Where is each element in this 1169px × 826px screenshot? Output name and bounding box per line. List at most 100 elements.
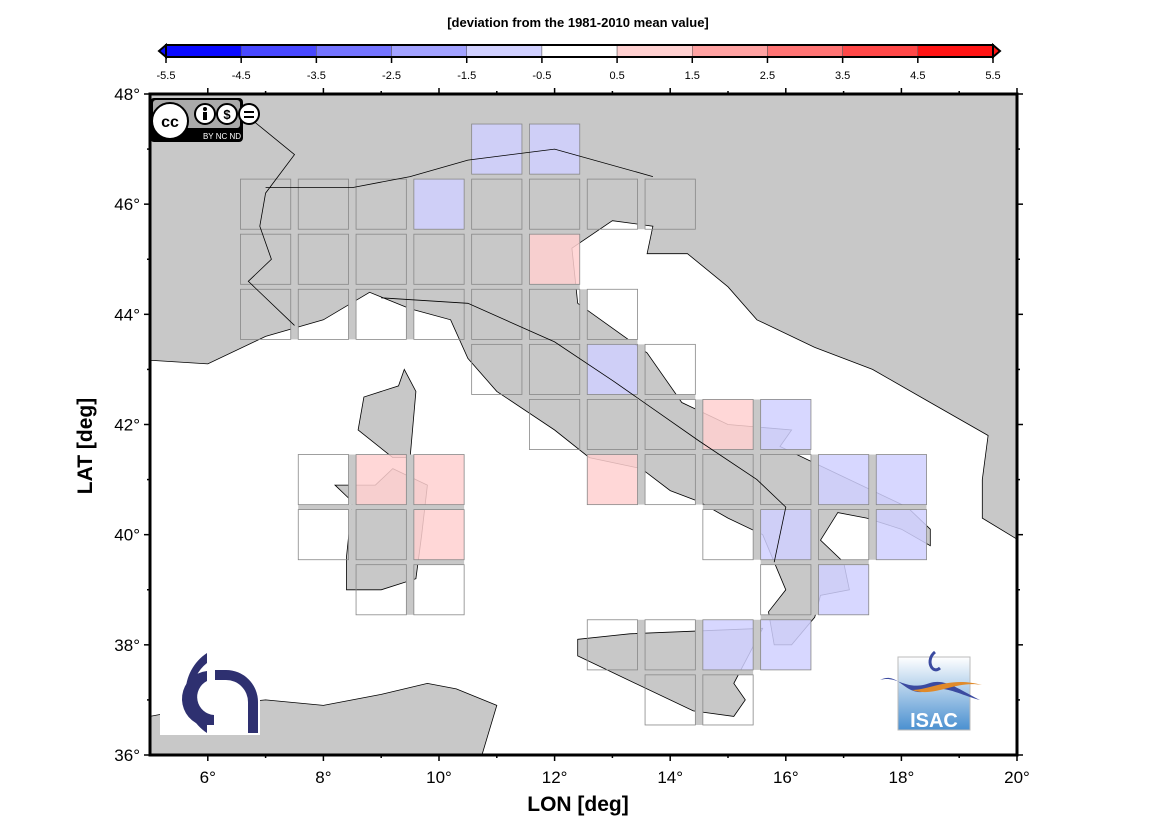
grid-cell — [586, 399, 638, 450]
cell-gap — [413, 559, 465, 565]
cell-gap — [587, 449, 638, 455]
cell-gap — [579, 289, 588, 340]
grid-cell — [240, 233, 292, 285]
cell-gap — [529, 174, 580, 180]
grid-cell — [297, 454, 349, 506]
grid-cell — [586, 619, 638, 671]
cc-license-logo: cc $ BY NC ND — [150, 98, 260, 142]
grid-cell — [413, 288, 465, 340]
cell-gap — [753, 619, 761, 670]
cell-gap — [348, 229, 357, 235]
cell-gap — [529, 229, 580, 235]
grid-cell — [355, 233, 407, 285]
cell-gap — [579, 344, 588, 395]
cell-gap — [348, 509, 357, 560]
grid-cell — [760, 454, 812, 506]
grid-cell — [413, 233, 465, 285]
grid-cell — [586, 343, 638, 395]
grid-cell — [702, 399, 754, 450]
colorbar-tick-label: 5.5 — [985, 70, 1000, 82]
grid-cell — [355, 178, 407, 230]
grid-cell — [818, 564, 870, 616]
cell-gap — [818, 559, 869, 565]
x-tick-label: 10° — [426, 768, 452, 787]
cell-gap — [521, 234, 530, 285]
svg-text:$: $ — [223, 107, 231, 122]
cell-gap — [298, 229, 349, 235]
colorbar-tick-label: -1.5 — [457, 70, 476, 82]
cell-gap — [356, 559, 407, 565]
cell-gap — [464, 229, 472, 235]
cell-gap — [760, 449, 811, 455]
cell-gap — [695, 669, 703, 675]
colorbar-tick-label: 3.5 — [835, 70, 850, 82]
cell-gap — [464, 234, 472, 285]
cell-gap — [471, 284, 522, 290]
grid-cell — [702, 509, 754, 561]
cell-gap — [413, 284, 465, 290]
grid-cell — [529, 288, 581, 340]
cell-gap — [695, 454, 703, 505]
cell-gap — [587, 394, 638, 400]
colorbar-bin — [917, 44, 994, 58]
grid-cell — [529, 178, 581, 230]
cell-gap — [406, 564, 414, 615]
cell-gap — [702, 669, 754, 675]
cell-gap — [298, 504, 349, 510]
cell-gap — [868, 454, 877, 505]
grid-cell — [413, 454, 465, 506]
x-tick-label: 14° — [657, 768, 683, 787]
cell-gap — [637, 179, 646, 230]
y-tick-label: 42° — [114, 416, 140, 435]
cell-gap — [521, 229, 530, 235]
grid-cell — [818, 509, 870, 561]
colorbar-bin — [240, 44, 317, 58]
cell-gap — [406, 284, 414, 290]
grid-cell — [586, 454, 638, 506]
cell-gap — [471, 339, 522, 345]
y-tick-label: 44° — [114, 305, 140, 324]
grid-cell — [240, 178, 292, 230]
grid-cell — [586, 288, 638, 340]
cell-gap — [471, 229, 522, 235]
grid-cell — [529, 233, 581, 285]
cell-gap — [413, 504, 465, 510]
cell-gap — [348, 504, 357, 510]
cell-gap — [637, 399, 646, 450]
cell-gap — [406, 509, 414, 560]
grid-cell — [297, 233, 349, 285]
colorbar-tick-label: -0.5 — [532, 70, 551, 82]
cell-gap — [637, 454, 646, 505]
grid-cell — [760, 509, 812, 561]
y-tick-label: 38° — [114, 636, 140, 655]
cell-gap — [464, 284, 472, 290]
colorbar-bin — [466, 44, 543, 58]
corsica-island — [357, 368, 417, 458]
cell-gap — [240, 284, 291, 290]
grid-cell — [355, 564, 407, 616]
colorbar-tick-label: -5.5 — [157, 70, 176, 82]
grid-cell — [240, 288, 292, 340]
grid-cell — [760, 399, 812, 450]
svg-text:ISAC: ISAC — [910, 710, 958, 732]
cell-gap — [406, 229, 414, 235]
cell-gap — [579, 399, 588, 450]
grid-cell — [818, 454, 870, 506]
cell-gap — [348, 284, 357, 290]
grid-cell — [529, 343, 581, 395]
colorbar-bin — [316, 44, 392, 58]
grid-cell — [760, 564, 812, 616]
cell-gap — [810, 509, 819, 560]
grid-cell — [471, 123, 523, 175]
colorbar-tick-label: 2.5 — [760, 70, 775, 82]
colorbar-title: [deviation from the 1981-2010 mean value… — [447, 15, 709, 30]
cnr-logo — [160, 650, 260, 735]
grid-cell — [297, 509, 349, 561]
cell-gap — [753, 399, 761, 450]
cell-gap — [876, 504, 927, 510]
grid-cell — [644, 674, 696, 726]
cell-gap — [240, 229, 291, 235]
cell-gap — [406, 289, 414, 340]
colorbar-high-arrow — [992, 42, 1002, 60]
colorbar-bin — [541, 44, 618, 58]
